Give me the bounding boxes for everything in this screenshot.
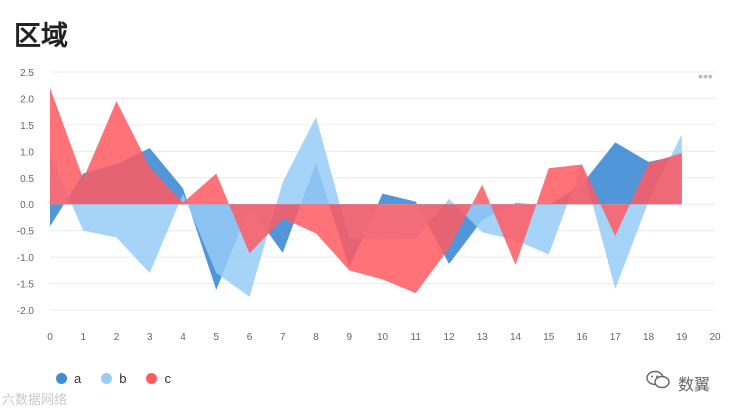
data-point-c[interactable] — [681, 152, 683, 154]
data-point-c[interactable] — [348, 269, 350, 271]
x-tick-label: 14 — [510, 332, 522, 343]
data-point-c[interactable] — [448, 247, 450, 249]
x-tick-label: 15 — [543, 332, 555, 343]
y-tick-label: 1.5 — [20, 121, 34, 132]
data-point-b[interactable] — [82, 229, 84, 231]
data-point-c[interactable] — [248, 252, 250, 254]
watermark-left: 六数据网络 — [2, 392, 68, 407]
data-point-b[interactable] — [115, 236, 117, 238]
x-tick-label: 13 — [477, 332, 489, 343]
wechat-icon — [646, 370, 670, 395]
data-point-b[interactable] — [448, 198, 450, 200]
data-point-b[interactable] — [315, 116, 317, 118]
data-point-a[interactable] — [448, 263, 450, 265]
data-point-a[interactable] — [215, 289, 217, 291]
x-tick-label: 16 — [576, 332, 588, 343]
y-tick-label: -1.5 — [17, 280, 35, 291]
data-point-c[interactable] — [49, 87, 51, 89]
data-point-c[interactable] — [215, 172, 217, 174]
x-tick-label: 5 — [213, 332, 219, 343]
data-point-b[interactable] — [215, 272, 217, 274]
data-point-c[interactable] — [581, 163, 583, 165]
legend-label-a: a — [74, 371, 82, 386]
data-point-b[interactable] — [548, 253, 550, 255]
data-point-b[interactable] — [282, 181, 284, 183]
data-point-c[interactable] — [614, 235, 616, 237]
y-tick-label: 2.0 — [20, 94, 34, 105]
legend-label-c: c — [164, 371, 171, 386]
data-point-a[interactable] — [182, 187, 184, 189]
data-point-a[interactable] — [82, 172, 84, 174]
x-axis-ticks: 0 1 2 3 4 5 6 7 8 9 10 11 12 13 14 15 16 17 18 19 20 — [47, 332, 721, 343]
legend-dot-a — [56, 373, 67, 384]
x-tick-label: 3 — [147, 332, 153, 343]
legend-item-b[interactable]: b — [101, 371, 126, 386]
data-point-c[interactable] — [149, 166, 151, 168]
x-tick-label: 2 — [114, 332, 120, 343]
y-tick-label: -2.0 — [17, 306, 35, 317]
data-point-b[interactable] — [182, 192, 184, 194]
legend-item-a[interactable]: a — [56, 371, 81, 386]
legend-dot-c — [146, 373, 158, 384]
area-series-c[interactable] — [50, 87, 682, 294]
data-point-b[interactable] — [614, 288, 616, 290]
legend-dot-b — [101, 373, 113, 384]
x-tick-label: 10 — [377, 332, 389, 343]
data-point-c[interactable] — [315, 232, 317, 234]
y-tick-label: 0.5 — [20, 174, 34, 185]
data-point-c[interactable] — [514, 264, 516, 266]
x-tick-label: 8 — [313, 332, 319, 343]
data-point-b[interactable] — [149, 272, 151, 274]
x-tick-label: 12 — [443, 332, 455, 343]
y-axis-ticks: 2.5 2.0 1.5 1.0 0.5 0.0 -0.5 -1.0 -1.5 -2.0 — [17, 68, 35, 317]
watermark-right: 数翼 — [646, 370, 710, 395]
page-title: 区域 — [14, 21, 68, 52]
data-point-a[interactable] — [149, 147, 151, 149]
x-tick-label: 7 — [280, 332, 286, 343]
x-tick-label: 6 — [247, 332, 253, 343]
data-point-b[interactable] — [248, 296, 250, 298]
legend: a b c — [56, 371, 191, 386]
x-tick-label: 17 — [610, 332, 622, 343]
data-point-a[interactable] — [49, 225, 51, 227]
data-point-c[interactable] — [115, 100, 117, 102]
legend-label-b: b — [119, 371, 127, 386]
data-point-b[interactable] — [481, 231, 483, 233]
data-point-c[interactable] — [182, 201, 184, 203]
x-tick-label: 11 — [411, 332, 422, 343]
data-point-c[interactable] — [282, 217, 284, 219]
watermark-brand: 数翼 — [678, 376, 711, 394]
data-point-a[interactable] — [415, 200, 417, 202]
x-tick-label: 1 — [80, 332, 86, 343]
legend-item-c[interactable]: c — [146, 371, 171, 386]
x-tick-label: 4 — [180, 332, 186, 343]
data-point-a[interactable] — [614, 141, 616, 143]
data-point-c[interactable] — [548, 167, 550, 169]
data-point-c[interactable] — [381, 278, 383, 280]
x-tick-label: 18 — [643, 332, 655, 343]
y-tick-label: 1.0 — [20, 147, 34, 158]
x-tick-label: 9 — [346, 332, 352, 343]
x-tick-label: 19 — [676, 332, 688, 343]
data-point-c[interactable] — [481, 183, 483, 185]
y-tick-label: -0.5 — [17, 227, 35, 238]
data-point-a[interactable] — [282, 252, 284, 254]
data-point-a[interactable] — [514, 202, 516, 204]
data-point-c[interactable] — [647, 162, 649, 164]
y-tick-label: -1.0 — [17, 253, 35, 264]
data-point-c[interactable] — [82, 178, 84, 180]
data-point-c[interactable] — [415, 292, 417, 294]
series-areas — [49, 87, 683, 298]
data-point-a[interactable] — [381, 192, 383, 194]
x-tick-label: 0 — [47, 332, 53, 343]
y-tick-label: 0.0 — [20, 200, 34, 211]
data-point-b[interactable] — [681, 133, 683, 135]
x-tick-label: 20 — [709, 332, 721, 343]
y-tick-label: 2.5 — [20, 68, 34, 79]
